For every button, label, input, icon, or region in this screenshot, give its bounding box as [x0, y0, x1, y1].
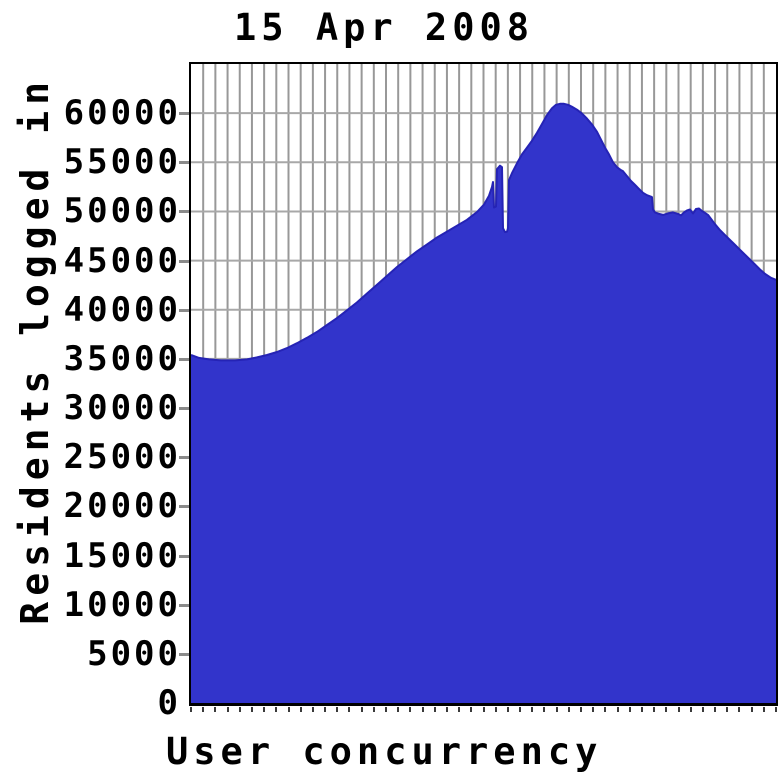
y-tick-mark	[179, 456, 189, 460]
x-tick-mark	[665, 707, 668, 712]
x-tick-mark	[714, 707, 717, 712]
x-tick-mark	[701, 707, 704, 712]
x-tick-mark	[214, 707, 217, 712]
x-tick-mark	[726, 707, 729, 712]
x-tick-mark	[482, 707, 485, 712]
area-outline	[191, 102, 776, 362]
y-tick-mark	[179, 161, 189, 165]
x-tick-mark	[616, 707, 619, 712]
y-tick-mark	[179, 407, 189, 411]
y-tick-label: 30000	[63, 388, 181, 429]
y-tick-mark	[179, 357, 189, 361]
x-tick-mark	[555, 707, 558, 712]
x-tick-mark	[762, 707, 765, 712]
x-tick-mark	[567, 707, 570, 712]
x-tick-mark	[275, 707, 278, 712]
x-tick-mark	[653, 707, 656, 712]
x-tick-mark	[263, 707, 266, 712]
x-tick-mark	[324, 707, 327, 712]
y-tick-label: 40000	[63, 289, 181, 330]
x-tick-mark	[190, 707, 192, 712]
x-tick-mark	[543, 707, 546, 712]
x-tick-mark	[506, 707, 509, 712]
y-tick-label: 20000	[63, 486, 181, 527]
x-tick-mark	[458, 707, 461, 712]
x-tick-mark	[640, 707, 643, 712]
y-tick-label: 5000	[87, 633, 181, 674]
y-tick-mark	[179, 554, 189, 558]
x-tick-mark	[372, 707, 375, 712]
x-tick-mark	[433, 707, 436, 712]
x-tick-mark	[580, 707, 582, 712]
x-tick-mark	[202, 707, 205, 712]
x-tick-mark	[409, 707, 412, 712]
y-tick-label: 25000	[63, 437, 181, 478]
x-tick-mark	[775, 707, 777, 712]
y-tick-label: 50000	[63, 191, 181, 232]
x-tick-mark	[677, 707, 680, 712]
y-tick-mark	[179, 505, 189, 509]
x-tick-mark	[519, 707, 522, 712]
x-tick-mark	[348, 707, 351, 712]
x-tick-mark	[738, 707, 741, 712]
x-tick-mark	[360, 707, 363, 712]
x-tick-mark	[397, 707, 400, 712]
y-tick-label: 35000	[63, 338, 181, 379]
y-tick-mark	[179, 603, 189, 607]
x-tick-mark	[470, 707, 473, 712]
x-tick-mark	[250, 707, 253, 712]
x-tick-mark	[531, 707, 534, 712]
area-fill	[191, 103, 776, 703]
x-tick-mark	[238, 707, 241, 712]
x-tick-mark	[421, 707, 424, 712]
plot-svg	[191, 64, 776, 703]
x-tick-mark	[226, 707, 229, 712]
y-tick-mark	[179, 652, 189, 656]
x-tick-mark	[299, 707, 302, 712]
x-tick-mark	[336, 707, 339, 712]
x-tick-mark	[311, 707, 314, 712]
x-tick-mark	[592, 707, 595, 712]
y-tick-label: 45000	[63, 240, 181, 281]
y-tick-label: 10000	[63, 584, 181, 625]
x-axis-label: User concurrency	[166, 730, 603, 773]
x-tick-mark	[385, 707, 387, 712]
x-tick-mark	[494, 707, 497, 712]
y-tick-mark	[179, 259, 189, 263]
x-tick-mark	[628, 707, 631, 712]
y-tick-label: 15000	[63, 535, 181, 576]
y-tick-label: 60000	[63, 93, 181, 134]
y-tick-mark	[179, 112, 189, 116]
chart-title: 15 Apr 2008	[234, 6, 535, 49]
plot-area	[189, 62, 778, 706]
y-tick-mark	[179, 210, 189, 214]
y-tick-label: 0	[157, 683, 181, 723]
x-tick-mark	[689, 707, 692, 712]
x-tick-mark	[445, 707, 448, 712]
x-tick-mark	[287, 707, 290, 712]
x-tick-mark	[750, 707, 753, 712]
y-tick-label: 55000	[63, 142, 181, 183]
x-tick-mark	[604, 707, 607, 712]
y-tick-mark	[179, 308, 189, 312]
